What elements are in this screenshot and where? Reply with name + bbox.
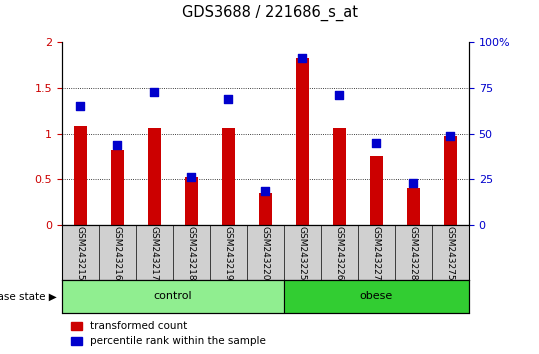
Text: GSM243228: GSM243228 [409,227,418,281]
Point [446,133,455,139]
Bar [284,280,469,313]
Text: GSM243227: GSM243227 [372,227,381,281]
Bar [111,150,124,225]
Bar [148,128,161,225]
Point [187,175,196,180]
Bar [62,280,284,313]
Point [150,89,159,95]
Point [261,188,270,194]
Text: GSM243218: GSM243218 [187,227,196,281]
Bar [74,126,87,225]
Bar [296,58,309,225]
Text: GSM243217: GSM243217 [150,227,159,281]
Text: GDS3688 / 221686_s_at: GDS3688 / 221686_s_at [182,5,357,21]
Bar [444,136,457,225]
Bar [407,188,420,225]
Text: GSM243225: GSM243225 [298,227,307,281]
Text: obese: obese [360,291,393,302]
Point [372,140,381,145]
Text: GSM243275: GSM243275 [446,227,455,281]
Text: GSM243216: GSM243216 [113,227,122,281]
Point [409,180,418,186]
Text: GSM243219: GSM243219 [224,227,233,281]
Point [76,103,85,109]
Point [335,92,344,98]
Text: control: control [154,291,192,302]
Point [224,96,233,102]
Bar [185,177,198,225]
Legend: transformed count, percentile rank within the sample: transformed count, percentile rank withi… [67,317,270,350]
Bar [333,128,346,225]
Point [113,142,122,147]
Bar [259,193,272,225]
Text: GSM243220: GSM243220 [261,227,270,281]
Point [298,55,307,61]
Text: GSM243226: GSM243226 [335,227,344,281]
Bar [222,128,235,225]
Text: GSM243215: GSM243215 [76,227,85,281]
Text: disease state ▶: disease state ▶ [0,291,57,302]
Bar [370,155,383,225]
